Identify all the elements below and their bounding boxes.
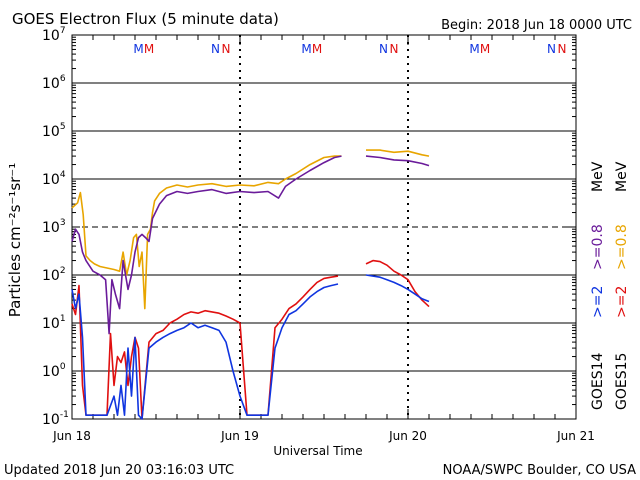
y-tick-label: 101 (42, 314, 66, 332)
series-line (365, 155, 430, 167)
begin-time-label: Begin: 2018 Jun 18 0000 UTC (441, 18, 632, 33)
series-line (71, 155, 342, 310)
marker-label: M (312, 42, 322, 56)
y-axis-label: Particles cm⁻²s⁻¹sr⁻¹ (6, 163, 24, 317)
y-axis-ticks: 10-1 100 101 102 103 104 105 106 107 (42, 26, 576, 428)
x-axis-label: Universal Time (273, 444, 362, 458)
x-tick-label: Jun 18 (52, 429, 91, 443)
grid-lines (72, 82, 576, 372)
legend-goes14-low: >=2 (590, 286, 606, 318)
marker-label: N (379, 42, 388, 56)
series-line (365, 274, 430, 303)
y-tick-label: 104 (42, 170, 66, 188)
y-tick-label: 106 (42, 74, 66, 92)
marker-label: M (133, 42, 143, 56)
marker-label: M (301, 42, 311, 56)
x-tick-label: Jun 21 (556, 429, 595, 443)
day-boundary-lines (239, 35, 409, 419)
x-tick-label: Jun 19 (220, 429, 259, 443)
credit-label: NOAA/SWPC Boulder, CO USA (443, 463, 636, 478)
legend-goes14-high: >=0.8 (590, 224, 606, 270)
series-line (366, 149, 430, 157)
marker-label: N (211, 42, 220, 56)
legend-unit-goes15: MeV (614, 161, 630, 192)
marker-label: N (222, 42, 231, 56)
y-tick-label: 102 (42, 266, 66, 284)
marker-label: N (558, 42, 567, 56)
y-tick-label: 107 (42, 26, 66, 44)
legend-goes15-high: >=0.8 (614, 224, 630, 270)
legend-goes15-low: >=2 (614, 286, 630, 318)
legend-goes15-label: GOES15 (614, 353, 630, 410)
y-tick-label: 103 (42, 218, 66, 236)
y-tick-label: 10-1 (42, 410, 69, 428)
marker-label: M (480, 42, 490, 56)
marker-label: M (144, 42, 154, 56)
updated-timestamp: Updated 2018 Jun 20 03:16:03 UTC (4, 463, 234, 478)
marker-label: M (469, 42, 479, 56)
y-tick-label: 105 (42, 122, 66, 140)
legend-unit-goes14: MeV (590, 161, 606, 192)
marker-label: N (547, 42, 556, 56)
y-tick-label: 100 (42, 362, 66, 380)
series-line (71, 155, 342, 335)
series-line (71, 283, 339, 420)
chart-title: GOES Electron Flux (5 minute data) (12, 10, 279, 28)
data-series (71, 149, 430, 420)
marker-label: N (390, 42, 399, 56)
legend: GOES14 GOES15 >=2 >=2 >=0.8 >=0.8 MeV Me… (590, 161, 630, 410)
legend-goes14-label: GOES14 (590, 352, 606, 410)
x-axis-ticks: Jun 18 Jun 19 Jun 20 Jun 21 (52, 35, 595, 443)
x-tick-label: Jun 20 (388, 429, 427, 443)
